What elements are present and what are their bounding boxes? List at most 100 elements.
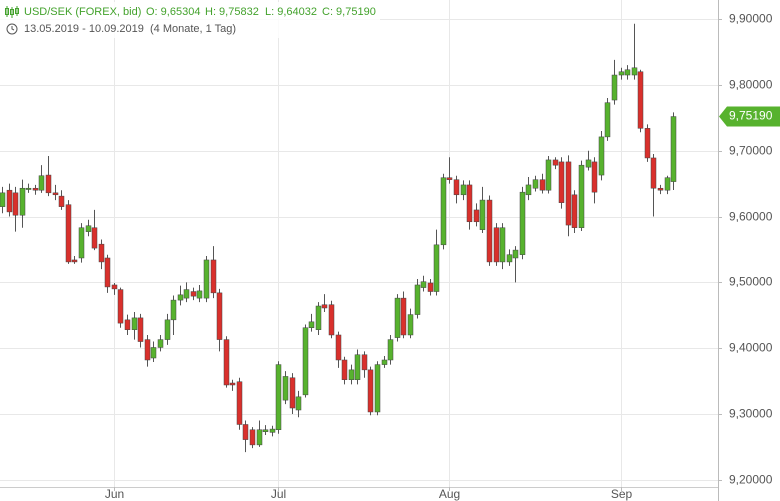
- candle-body: [131, 317, 138, 330]
- candle-body: [414, 284, 421, 315]
- candle-body: [78, 227, 85, 259]
- candle-body: [486, 199, 493, 263]
- candle-body: [289, 377, 296, 409]
- x-tick-label: Jun: [105, 487, 124, 501]
- candle-body: [670, 116, 677, 182]
- subtitle: 13.05.2019 - 10.09.2019: [24, 23, 144, 35]
- candle-body: [137, 317, 144, 342]
- candle-body: [275, 364, 282, 430]
- candle-body: [335, 334, 342, 361]
- candle-body: [433, 244, 440, 292]
- candle-body: [203, 259, 210, 299]
- candle-body: [282, 376, 289, 401]
- candle-body: [216, 292, 223, 340]
- candle-body: [19, 187, 26, 216]
- candle-body: [354, 354, 361, 380]
- candle-body: [361, 354, 368, 371]
- candle-body: [512, 249, 519, 259]
- candle-body: [624, 69, 631, 76]
- candle-body: [571, 194, 578, 228]
- candle-body: [466, 184, 473, 223]
- candle-body: [164, 319, 171, 340]
- candle-body: [25, 187, 32, 190]
- candle-body: [38, 175, 45, 191]
- candle-body: [91, 227, 98, 249]
- candle-body: [387, 339, 394, 361]
- candle-body: [52, 192, 59, 196]
- candle-body: [150, 347, 157, 359]
- quote-high: H: 9,75832: [205, 6, 259, 18]
- candle-body: [453, 179, 460, 196]
- clock-icon: [6, 23, 18, 35]
- period: (4 Monate, 1 Tag): [150, 23, 236, 35]
- candle-body: [539, 179, 546, 191]
- y-tick-label: 9,70000: [729, 144, 773, 158]
- candle-body: [183, 289, 190, 299]
- title: USD/SEK (FOREX, bid): [24, 6, 141, 18]
- candle-body: [558, 161, 565, 203]
- candle-body: [210, 259, 217, 294]
- candle-body: [196, 290, 203, 299]
- candle-body: [381, 359, 388, 365]
- quote-open: O: 9,65304: [146, 6, 200, 18]
- x-tick-label: Sep: [611, 487, 633, 501]
- candle-body: [328, 304, 335, 336]
- candle-body: [420, 281, 427, 288]
- candle-body: [58, 195, 65, 207]
- header-bg: [0, 2, 380, 38]
- candle-body: [302, 327, 309, 396]
- y-tick-label: 9,40000: [729, 341, 773, 355]
- candle-body: [124, 319, 131, 330]
- candle-body: [269, 428, 276, 433]
- y-tick-label: 9,60000: [729, 210, 773, 224]
- candle-body: [473, 209, 480, 223]
- candle-body: [256, 429, 263, 446]
- candle-body: [321, 304, 328, 309]
- candle-body: [611, 74, 618, 101]
- y-tick-label: 9,50000: [729, 275, 773, 289]
- candle-body: [45, 174, 52, 194]
- candle-body: [440, 177, 447, 246]
- y-tick-label: 9,80000: [729, 78, 773, 92]
- candle-body: [400, 297, 407, 336]
- candle-body: [407, 314, 414, 336]
- candle-body: [618, 71, 625, 76]
- candle-body: [295, 396, 302, 411]
- candle-body: [71, 259, 78, 263]
- candle-body: [644, 128, 651, 159]
- candle-body: [519, 191, 526, 255]
- candle-body: [532, 179, 539, 189]
- candle-body: [315, 305, 322, 330]
- candle-body: [657, 187, 664, 191]
- candle-body: [591, 161, 598, 193]
- candle-body: [65, 204, 72, 263]
- x-tick-label: Aug: [439, 487, 460, 501]
- y-tick-label: 9,20000: [729, 473, 773, 487]
- candle-body: [637, 71, 644, 129]
- candle-body: [460, 184, 467, 196]
- candle-body: [545, 159, 552, 191]
- candle-body: [664, 177, 671, 191]
- candle-body: [157, 339, 164, 348]
- candle-body: [104, 257, 111, 288]
- candle-body: [631, 67, 638, 76]
- grid: [0, 0, 718, 487]
- candle-body: [493, 227, 500, 263]
- candle-body: [499, 227, 506, 263]
- candles: [0, 23, 677, 453]
- candle-body: [190, 291, 197, 297]
- candle-body: [242, 424, 249, 440]
- candle-body: [585, 159, 592, 168]
- candle-body: [446, 177, 453, 180]
- candle-body: [427, 282, 434, 292]
- candle-body: [552, 159, 559, 166]
- candle-body: [565, 161, 572, 226]
- candle-body: [578, 164, 585, 228]
- candle-icon: [5, 6, 19, 18]
- candle-body: [598, 136, 605, 176]
- last-price-badge: [719, 106, 780, 127]
- candle-body: [236, 381, 243, 425]
- last-price-label: 9,75190: [729, 109, 773, 123]
- candle-body: [12, 192, 19, 216]
- candle-body: [262, 429, 269, 432]
